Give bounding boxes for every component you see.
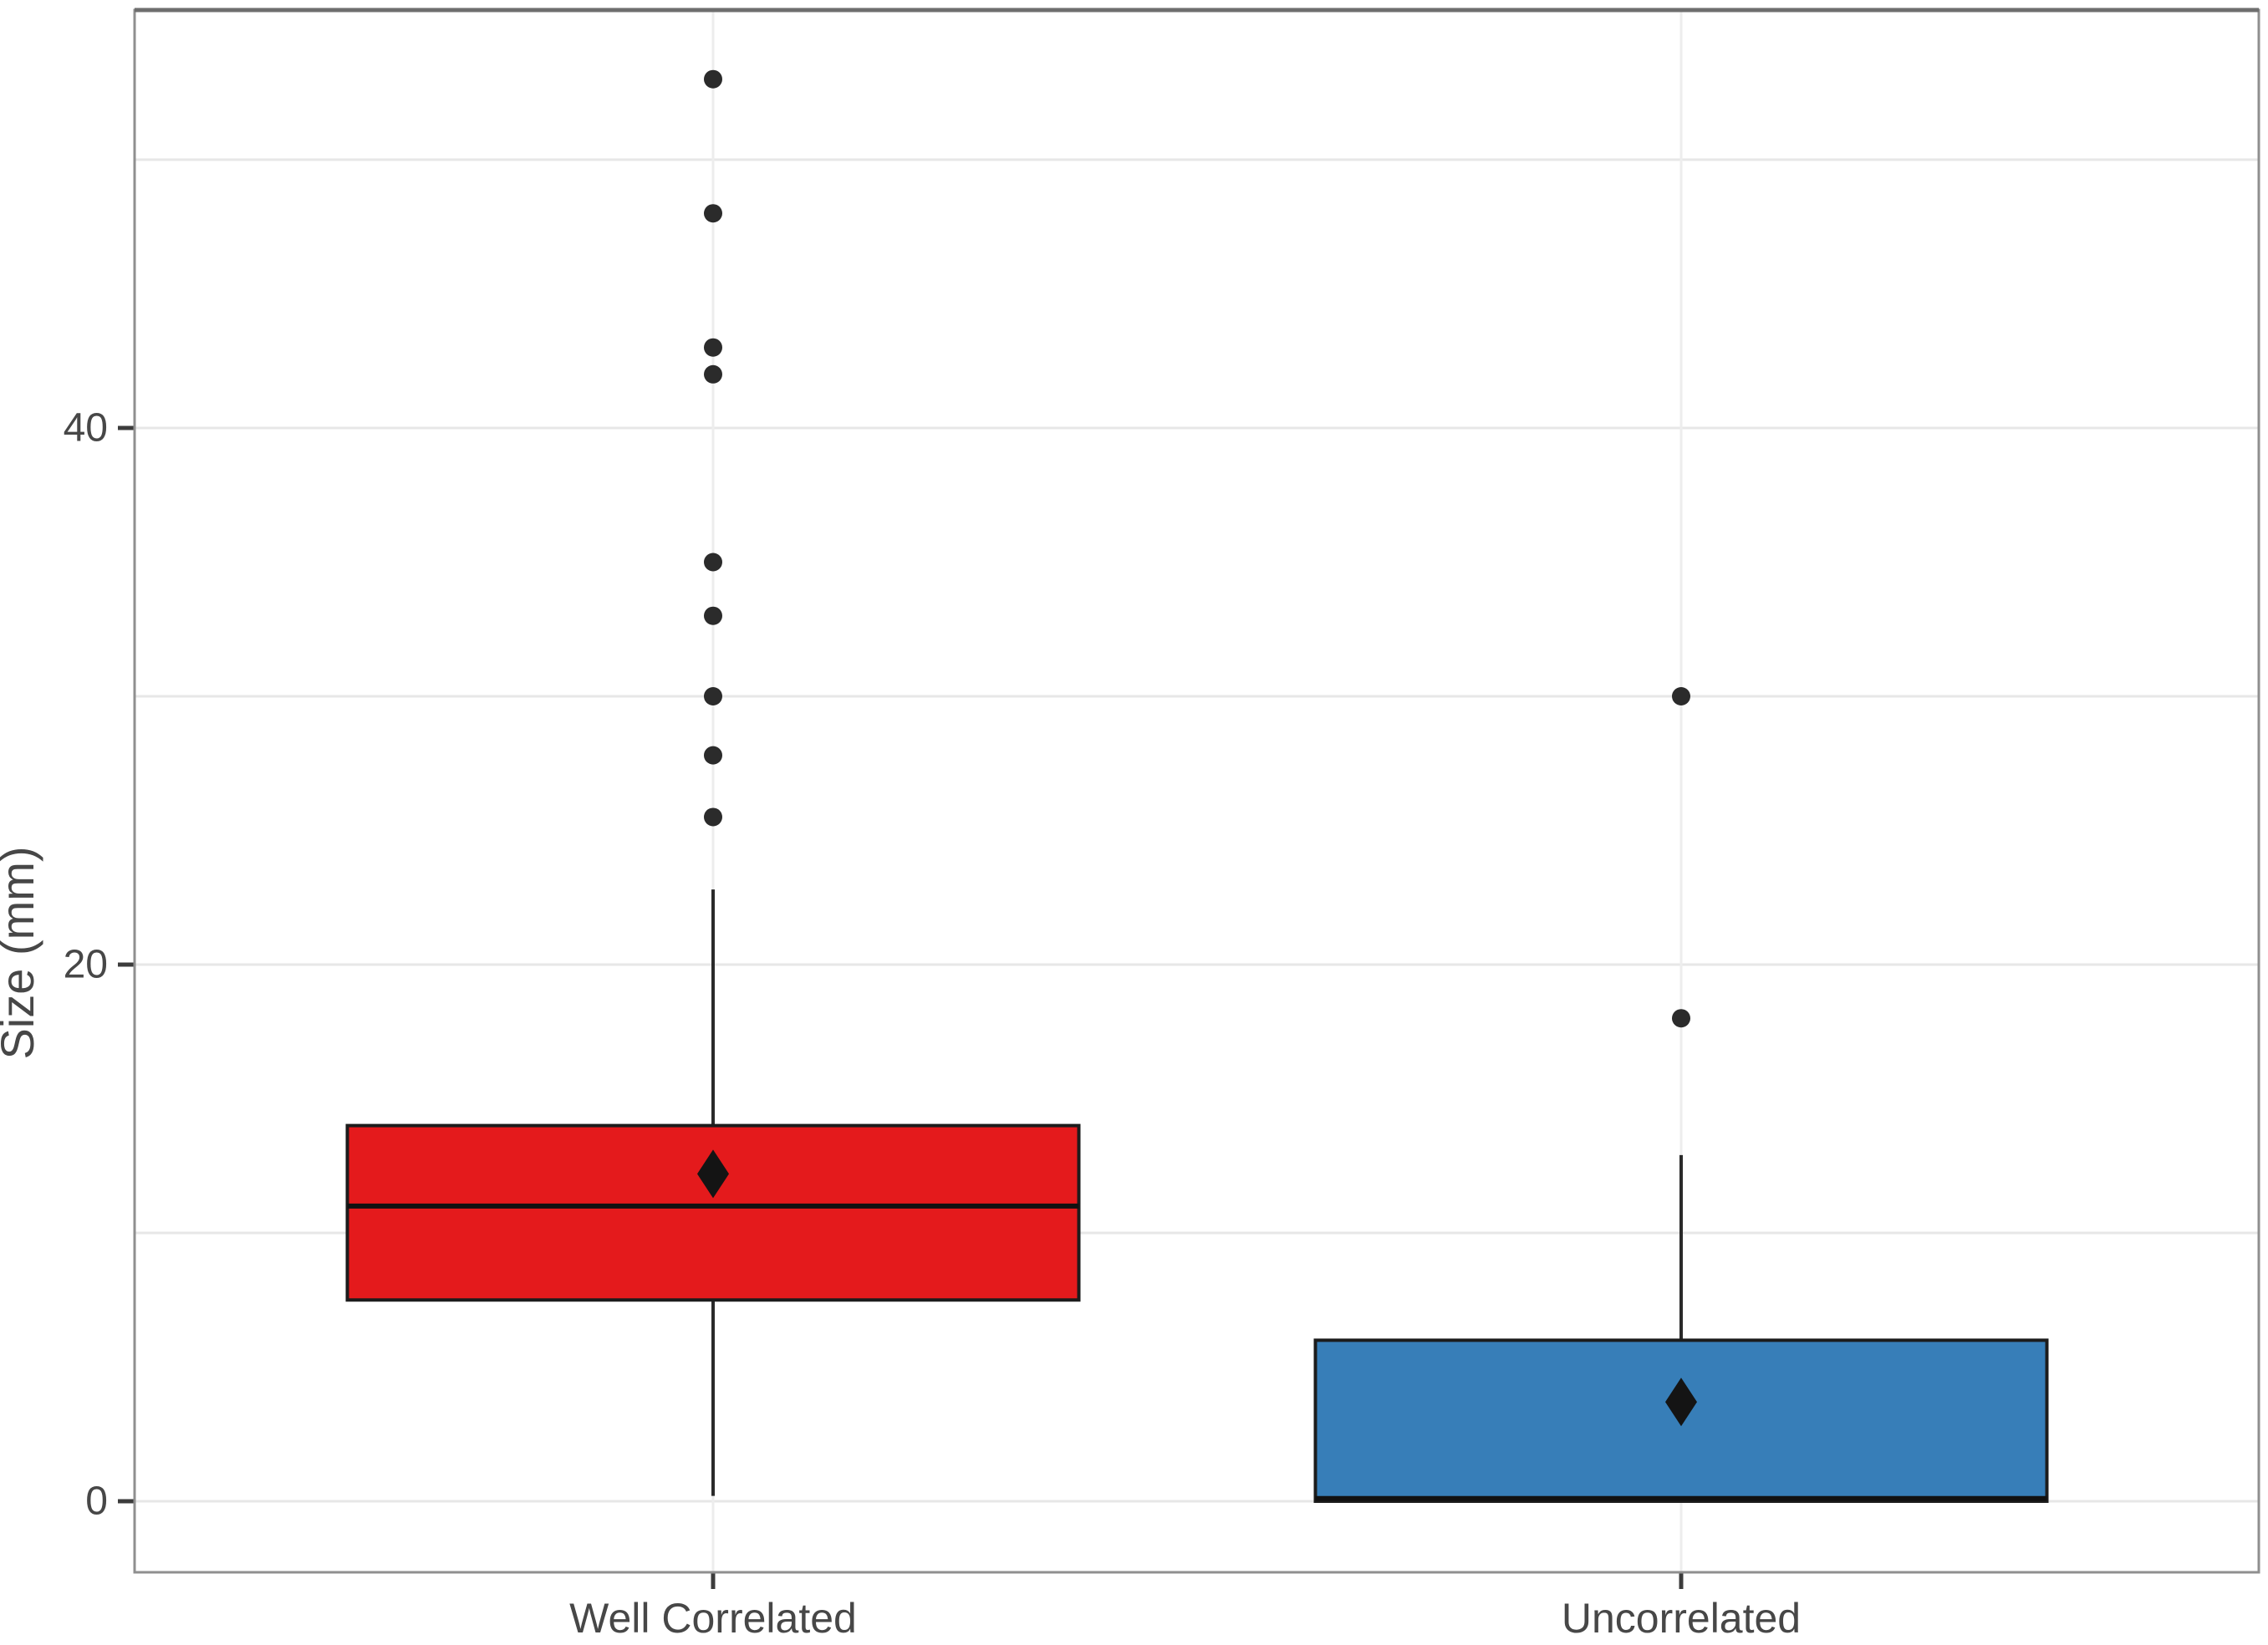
outlier-dot-uncorrelated: [1672, 687, 1690, 705]
panel: [135, 10, 2259, 1572]
outlier-dot-well-correlated: [704, 204, 722, 223]
outlier-dot-uncorrelated: [1672, 1009, 1690, 1028]
mean-diamond-well-correlated: [697, 1149, 729, 1199]
outlier-dot-well-correlated: [704, 364, 722, 384]
y-axis-title: Size (mm): [0, 846, 43, 1059]
y-tick-label: 20: [64, 943, 108, 987]
mean-diamond-uncorrelated: [1665, 1378, 1697, 1427]
x-tick-label: Uncorrelated: [1562, 1595, 1801, 1642]
outlier-dot-well-correlated: [704, 807, 722, 827]
outlier-dot-well-correlated: [704, 687, 722, 705]
outlier-dot-well-correlated: [704, 746, 722, 765]
y-tick-label: 40: [64, 406, 108, 451]
y-tick-label: 0: [85, 1479, 108, 1524]
outlier-dot-well-correlated: [704, 69, 722, 89]
x-tick-label: Well Correlated: [569, 1595, 857, 1642]
outlier-dot-well-correlated: [704, 338, 722, 357]
outlier-dot-well-correlated: [704, 606, 722, 625]
outlier-dot-well-correlated: [704, 553, 722, 572]
